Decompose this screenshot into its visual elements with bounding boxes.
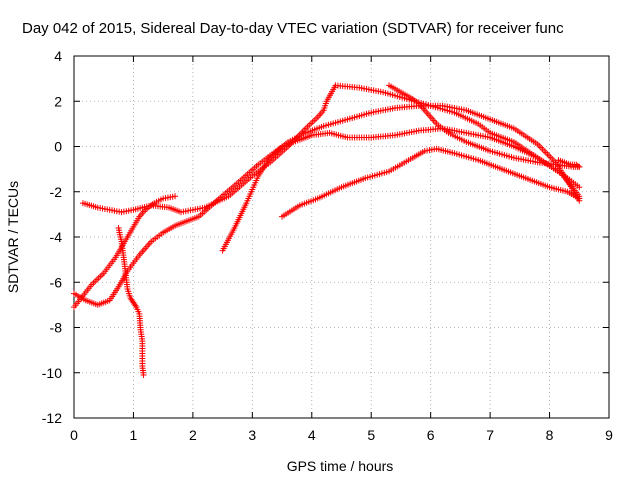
y-tick-label: -6	[50, 274, 63, 290]
y-axis-title: SDTVAR / TECUs	[5, 181, 21, 293]
y-tick-label: -2	[50, 184, 63, 200]
data-point	[576, 163, 583, 170]
series-track-d	[219, 102, 583, 254]
x-tick-label: 7	[486, 427, 494, 443]
x-axis-title: GPS time / hours	[287, 458, 394, 474]
x-tick-label: 8	[546, 427, 554, 443]
series-track-c	[71, 125, 583, 308]
axis-ticks: 0 1 2 3 4 5 6 7 8 9 -12 -10 -8 -6 -4 -2 0 2 4	[42, 48, 613, 443]
x-tick-label: 4	[308, 427, 316, 443]
data-point	[576, 184, 583, 191]
x-tick-label: 5	[367, 427, 375, 443]
series-track-g	[115, 224, 147, 379]
y-tick-label: 4	[54, 48, 62, 64]
x-tick-label: 3	[248, 427, 256, 443]
data-series	[71, 82, 583, 379]
y-tick-label: 2	[54, 93, 62, 109]
x-tick-label: 0	[70, 427, 78, 443]
x-tick-label: 1	[130, 427, 138, 443]
grid	[74, 56, 609, 418]
x-tick-label: 2	[189, 427, 197, 443]
y-tick-label: 0	[54, 139, 62, 155]
data-point	[574, 162, 581, 169]
x-tick-label: 9	[605, 427, 613, 443]
y-tick-label: -12	[42, 410, 62, 426]
data-point	[140, 372, 147, 379]
series-track-h	[555, 157, 583, 170]
data-point	[576, 195, 583, 202]
data-point	[172, 193, 179, 200]
chart-title: Day 042 of 2015, Sidereal Day-to-day VTE…	[22, 20, 564, 37]
series-track-e	[279, 145, 583, 220]
y-tick-label: -10	[42, 365, 62, 381]
y-tick-label: -4	[50, 229, 63, 245]
y-tick-label: -8	[50, 320, 63, 336]
x-tick-label: 6	[427, 427, 435, 443]
